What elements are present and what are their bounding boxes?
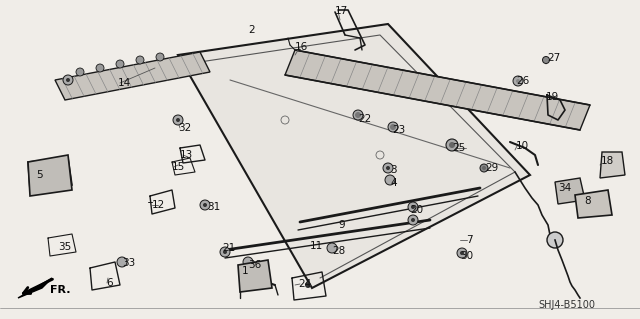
Polygon shape bbox=[600, 152, 625, 178]
Text: 6: 6 bbox=[106, 278, 113, 288]
Text: 4: 4 bbox=[390, 178, 397, 188]
Text: 31: 31 bbox=[207, 202, 220, 212]
Text: SHJ4-B5100: SHJ4-B5100 bbox=[538, 300, 595, 310]
Text: 12: 12 bbox=[152, 200, 165, 210]
Circle shape bbox=[408, 202, 418, 212]
Circle shape bbox=[200, 200, 210, 210]
Text: 26: 26 bbox=[516, 76, 529, 86]
Circle shape bbox=[173, 115, 183, 125]
Text: 13: 13 bbox=[180, 150, 193, 160]
Circle shape bbox=[385, 175, 395, 185]
Text: 35: 35 bbox=[58, 242, 71, 252]
Text: 30: 30 bbox=[460, 251, 473, 261]
Text: 8: 8 bbox=[584, 196, 591, 206]
Text: 36: 36 bbox=[248, 260, 261, 270]
Polygon shape bbox=[285, 50, 590, 130]
Text: 21: 21 bbox=[222, 243, 236, 253]
Text: 24: 24 bbox=[298, 279, 311, 289]
Text: 11: 11 bbox=[310, 241, 323, 251]
Polygon shape bbox=[575, 190, 612, 218]
Polygon shape bbox=[18, 278, 52, 298]
Circle shape bbox=[516, 79, 520, 83]
Circle shape bbox=[116, 60, 124, 68]
Text: 19: 19 bbox=[546, 92, 559, 102]
Circle shape bbox=[480, 164, 488, 172]
Circle shape bbox=[543, 56, 550, 63]
Circle shape bbox=[355, 112, 361, 118]
Circle shape bbox=[460, 251, 464, 255]
Text: FR.: FR. bbox=[50, 285, 70, 295]
Circle shape bbox=[203, 203, 207, 207]
Circle shape bbox=[353, 110, 363, 120]
Text: 22: 22 bbox=[358, 114, 371, 124]
Text: 7: 7 bbox=[466, 235, 472, 245]
Text: 17: 17 bbox=[335, 6, 348, 16]
Text: 15: 15 bbox=[172, 162, 185, 172]
Circle shape bbox=[117, 257, 127, 267]
Text: 28: 28 bbox=[332, 246, 345, 256]
Circle shape bbox=[482, 166, 486, 170]
Polygon shape bbox=[178, 24, 530, 288]
Circle shape bbox=[76, 68, 84, 76]
Text: 25: 25 bbox=[452, 143, 465, 153]
Text: 33: 33 bbox=[122, 258, 135, 268]
Circle shape bbox=[386, 166, 390, 170]
Text: 23: 23 bbox=[392, 125, 405, 135]
Text: 16: 16 bbox=[295, 42, 308, 52]
Circle shape bbox=[457, 248, 467, 258]
Polygon shape bbox=[555, 178, 585, 204]
Circle shape bbox=[66, 78, 70, 82]
Circle shape bbox=[63, 75, 73, 85]
Circle shape bbox=[411, 205, 415, 209]
Text: 3: 3 bbox=[390, 165, 397, 175]
Circle shape bbox=[327, 243, 337, 253]
Text: 14: 14 bbox=[118, 78, 131, 88]
Polygon shape bbox=[28, 155, 72, 196]
Text: 34: 34 bbox=[558, 183, 572, 193]
Circle shape bbox=[156, 53, 164, 61]
Text: 5: 5 bbox=[36, 170, 43, 180]
Text: 32: 32 bbox=[178, 123, 191, 133]
Text: 27: 27 bbox=[547, 53, 560, 63]
Text: 2: 2 bbox=[248, 25, 255, 35]
Text: 9: 9 bbox=[338, 220, 344, 230]
Circle shape bbox=[388, 122, 398, 132]
Circle shape bbox=[223, 250, 227, 254]
Polygon shape bbox=[28, 158, 72, 190]
Circle shape bbox=[243, 257, 253, 267]
Circle shape bbox=[547, 232, 563, 248]
Circle shape bbox=[220, 247, 230, 257]
Circle shape bbox=[408, 215, 418, 225]
Circle shape bbox=[446, 139, 458, 151]
Circle shape bbox=[96, 64, 104, 72]
Polygon shape bbox=[55, 52, 210, 100]
Text: 29: 29 bbox=[485, 163, 499, 173]
Circle shape bbox=[411, 218, 415, 222]
Text: 10: 10 bbox=[516, 141, 529, 151]
Polygon shape bbox=[238, 260, 272, 292]
Text: 1: 1 bbox=[242, 266, 248, 276]
Circle shape bbox=[449, 142, 455, 148]
Circle shape bbox=[176, 118, 180, 122]
Circle shape bbox=[305, 282, 311, 288]
Circle shape bbox=[390, 124, 396, 130]
Circle shape bbox=[383, 163, 393, 173]
Circle shape bbox=[136, 56, 144, 64]
Text: 18: 18 bbox=[601, 156, 614, 166]
Circle shape bbox=[513, 76, 523, 86]
Text: 20: 20 bbox=[410, 205, 423, 215]
